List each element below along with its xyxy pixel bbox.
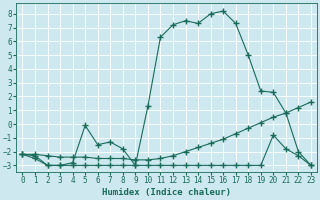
X-axis label: Humidex (Indice chaleur): Humidex (Indice chaleur) xyxy=(102,188,231,197)
